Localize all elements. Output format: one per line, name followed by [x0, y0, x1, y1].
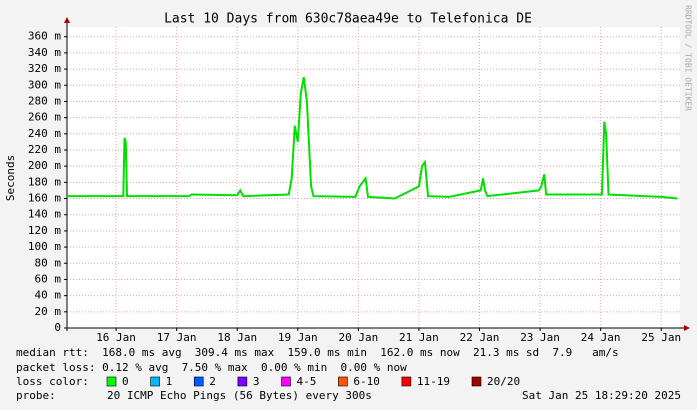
probe-label: probe:	[16, 389, 56, 402]
y-tick-label: 240 m	[28, 127, 61, 140]
y-tick-label: 180 m	[28, 175, 61, 188]
legend-label: 4-5	[297, 375, 317, 388]
x-tick-label: 21 Jan	[399, 331, 439, 344]
legend-swatch	[471, 376, 482, 387]
legend-swatch	[401, 376, 412, 387]
x-tick-label: 19 Jan	[278, 331, 318, 344]
legend-swatch	[281, 376, 291, 387]
y-axis-label: Seconds	[4, 155, 17, 201]
y-tick-label: 140 m	[28, 208, 61, 221]
y-tick-label: 120 m	[28, 224, 61, 237]
loss-label: loss color:	[16, 375, 89, 388]
watermark: RRDTOOL / TOBI OETIKER	[684, 5, 693, 111]
legend-swatch	[237, 376, 248, 387]
stats-line: median rtt: 168.0 ms avg 309.4 ms max 15…	[16, 346, 619, 359]
y-tick-label: 260 m	[28, 111, 61, 124]
legend-label: 6-10	[353, 375, 380, 388]
y-tick-label: 80 m	[35, 256, 62, 269]
x-tick-label: 20 Jan	[338, 331, 378, 344]
y-tick-label: 340 m	[28, 46, 61, 59]
y-tick-label: 200 m	[28, 159, 61, 172]
y-tick-label: 220 m	[28, 143, 61, 156]
legend-label: 2	[209, 375, 216, 388]
y-tick-label: 360 m	[28, 30, 61, 43]
legend-label: 1	[166, 375, 173, 388]
chart-title: Last 10 Days from 630c78aea49e to Telefo…	[164, 12, 532, 27]
x-tick-label: 18 Jan	[217, 331, 257, 344]
x-tick-label: 24 Jan	[581, 331, 621, 344]
y-tick-label: 300 m	[28, 78, 61, 91]
legend-label: 0	[122, 375, 129, 388]
y-tick-label: 40 m	[35, 289, 62, 302]
y-tick-label: 320 m	[28, 62, 61, 75]
y-tick-label: 100 m	[28, 240, 61, 253]
axis-arrow	[684, 325, 690, 331]
legend-swatch	[338, 376, 348, 387]
axis-arrow	[64, 17, 70, 23]
y-tick-label: 160 m	[28, 192, 61, 205]
legend-label: 20/20	[487, 375, 520, 388]
y-tick-label: 0	[54, 321, 61, 334]
y-tick-label: 60 m	[35, 272, 62, 285]
y-tick-label: 20 m	[35, 305, 62, 318]
probe-text: 20 ICMP Echo Pings (56 Bytes) every 300s	[107, 389, 372, 402]
legend-swatch	[193, 376, 204, 387]
x-tick-label: 22 Jan	[460, 331, 500, 344]
y-tick-label: 280 m	[28, 94, 61, 107]
median-line	[67, 77, 678, 200]
legend-label: 11-19	[417, 375, 450, 388]
timestamp: Sat Jan 25 18:29:20 2025	[522, 389, 681, 402]
legend-label: 3	[253, 375, 260, 388]
stats-line: packet loss: 0.12 % avg 7.50 % max 0.00 …	[16, 361, 407, 374]
legend-swatch	[150, 376, 160, 387]
legend-swatch	[106, 376, 117, 387]
x-tick-label: 23 Jan	[520, 331, 560, 344]
x-tick-label: 17 Jan	[157, 331, 197, 344]
plot-area	[67, 27, 680, 328]
x-tick-label: 16 Jan	[96, 331, 136, 344]
x-tick-label: 25 Jan	[641, 331, 681, 344]
